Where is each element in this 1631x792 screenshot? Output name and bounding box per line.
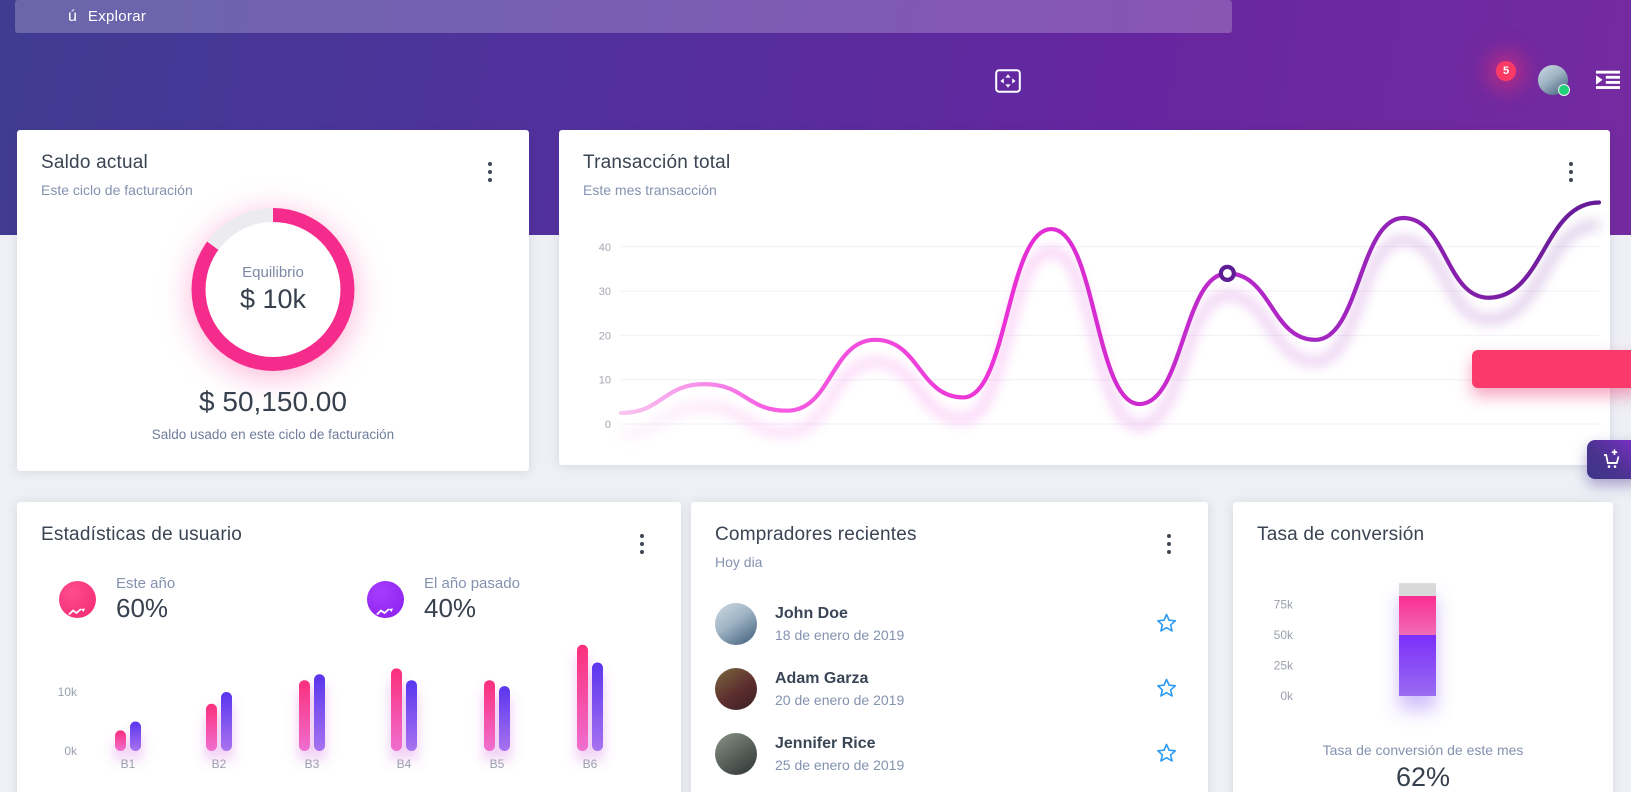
indent-menu-icon (1596, 70, 1620, 89)
trend-arrow-icon (68, 608, 85, 616)
fullscreen-icon (995, 68, 1021, 93)
balance-caption: Saldo usado en este ciclo de facturación (151, 427, 395, 442)
online-status-dot (1558, 84, 1570, 96)
balance-menu-button[interactable] (483, 162, 497, 182)
fullscreen-button[interactable] (995, 68, 1021, 93)
legend-this-year: Este año 60% (59, 575, 175, 624)
donut-label: Equilibrio (242, 264, 304, 281)
conversion-stacked-bar-chart: 0k 25k 50k 75k (1274, 583, 1436, 703)
svg-text:50k: 50k (1274, 628, 1294, 642)
avatar-button[interactable] (1538, 65, 1570, 96)
svg-text:0: 0 (605, 419, 611, 431)
last-year-label: El año pasado (424, 575, 520, 592)
donut-value: $ 10k (239, 284, 307, 314)
svg-text:10: 10 (599, 375, 611, 387)
last-year-dot-icon (367, 581, 404, 618)
buyer-avatar (715, 603, 757, 645)
this-year-value: 60% (116, 593, 169, 623)
transactions-line-chart: 0 10 20 30 40 (599, 200, 1602, 439)
buyer-row: Adam Garza 20 de enero de 2019 (715, 667, 1184, 711)
balance-amount: $ 50,150.00 (199, 386, 347, 417)
balance-title: Saldo actual (41, 152, 148, 173)
buyer-date: 20 de enero de 2019 (775, 692, 905, 708)
buyers-title: Compradores recientes (715, 524, 917, 545)
search-icon: ú (68, 7, 77, 25)
buyer-name: Jennifer Rice (775, 735, 876, 752)
balance-subtitle: Este ciclo de facturación (41, 182, 193, 198)
conversion-title: Tasa de conversión (1257, 524, 1425, 545)
user-stats-bar-chart: 0k 10k B1 B2 B3 B4 B5 B6 (58, 644, 603, 771)
card-conversion-rate: Tasa de conversión 0k 25k 50k 75k Tasa de c… (1233, 502, 1613, 792)
transactions-subtitle: Este mes transacción (583, 182, 717, 198)
svg-text:0k: 0k (1280, 689, 1294, 703)
favorite-star-button[interactable] (1155, 742, 1179, 766)
transactions-menu-button[interactable] (1564, 162, 1578, 182)
buyers-menu-button[interactable] (1162, 534, 1176, 554)
svg-text:40: 40 (599, 242, 611, 254)
trend-arrow-icon (376, 608, 393, 616)
cart-button[interactable] (1587, 440, 1631, 479)
user-stats-title: Estadísticas de usuario (41, 524, 243, 545)
buyers-subtitle: Hoy dia (715, 554, 763, 570)
svg-text:B4: B4 (397, 757, 412, 771)
svg-text:20: 20 (599, 330, 611, 342)
buyer-date: 25 de enero de 2019 (775, 757, 905, 773)
search-label: Explorar (87, 8, 147, 25)
balance-donut-center: Equilibrio $ 10k (205, 222, 341, 357)
star-icon (1157, 678, 1177, 697)
svg-text:B1: B1 (121, 757, 136, 771)
buyer-avatar (715, 668, 757, 710)
svg-text:25k: 25k (1274, 659, 1294, 673)
transactions-title: Transacción total (583, 152, 731, 173)
card-transactions: 0 10 20 30 40 Transacción total Este mes tra… (559, 130, 1610, 465)
star-icon (1157, 743, 1177, 762)
star-icon (1157, 613, 1177, 632)
svg-text:B6: B6 (583, 757, 598, 771)
favorite-star-button[interactable] (1155, 677, 1179, 701)
this-year-dot-icon (59, 581, 96, 618)
menu-button[interactable] (1596, 69, 1620, 91)
legend-last-year: El año pasado 40% (367, 575, 520, 624)
user-stats-menu-button[interactable] (635, 534, 649, 554)
svg-text:10k: 10k (58, 685, 78, 699)
svg-text:B5: B5 (490, 757, 505, 771)
conversion-value: 62% (1395, 762, 1451, 792)
cart-plus-icon (1604, 449, 1620, 468)
buyer-avatar (715, 733, 757, 775)
svg-text:30: 30 (599, 286, 611, 298)
search-bar[interactable]: ú Explorar (15, 0, 1232, 33)
pink-action-button[interactable] (1472, 350, 1631, 388)
svg-text:0k: 0k (64, 744, 78, 758)
card-balance: Saldo actual Este ciclo de facturación E… (17, 130, 529, 471)
balance-donut-ring: Equilibrio $ 10k (191, 208, 355, 371)
svg-text:B3: B3 (305, 757, 320, 771)
buyer-date: 18 de enero de 2019 (775, 627, 905, 643)
card-user-stats: Estadísticas de usuario Este año 60% (17, 502, 681, 792)
conversion-caption: Tasa de conversión de este mes (1322, 742, 1524, 758)
buyer-name: John Doe (775, 605, 848, 622)
notification-badge[interactable]: 5 (1496, 61, 1516, 81)
svg-text:B2: B2 (212, 757, 227, 771)
svg-text:75k: 75k (1274, 598, 1294, 612)
favorite-star-button[interactable] (1155, 612, 1179, 636)
card-recent-buyers: Compradores recientes Hoy dia John Doe 1… (691, 502, 1208, 792)
last-year-value: 40% (424, 593, 477, 623)
buyer-row: John Doe 18 de enero de 2019 (715, 602, 1184, 646)
this-year-label: Este año (116, 575, 176, 592)
buyer-name: Adam Garza (775, 670, 869, 687)
buyer-row: Jennifer Rice 25 de enero de 2019 (715, 732, 1184, 776)
